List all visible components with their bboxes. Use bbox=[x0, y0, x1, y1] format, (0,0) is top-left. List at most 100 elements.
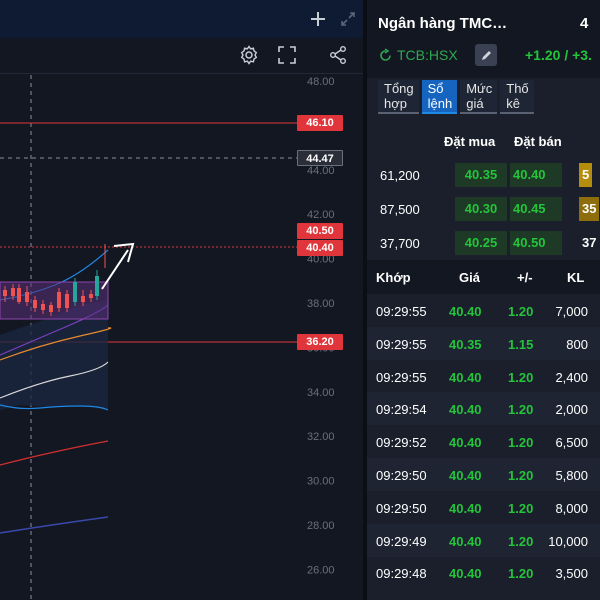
stock-name: Ngân hàng TMC… bbox=[378, 15, 508, 32]
tab-summary[interactable]: Tổng hợp bbox=[378, 80, 419, 114]
match-time: 09:29:48 bbox=[376, 566, 427, 582]
ask-header: Đặt bán bbox=[514, 134, 562, 149]
tab-label: lệnh bbox=[427, 96, 453, 111]
candle bbox=[3, 290, 7, 296]
price-axis-label: 30.00 bbox=[307, 476, 335, 488]
price-header: Giá bbox=[459, 270, 480, 285]
order-book-row[interactable]: 61,200 40.35 40.40 5 bbox=[367, 158, 600, 192]
tab-bar: Tổng hợp Sổ lệnh Mức giá Thố kê bbox=[378, 80, 537, 116]
match-time: 09:29:55 bbox=[376, 304, 427, 319]
matched-order-row[interactable]: 09:29:55 40.40 1.20 7,000 bbox=[367, 294, 600, 327]
price-axis-label: 42.00 bbox=[307, 209, 335, 221]
match-time: 09:29:54 bbox=[376, 402, 427, 418]
tab-statistics[interactable]: Thố kê bbox=[500, 80, 534, 114]
match-volume: 6,500 bbox=[555, 435, 588, 451]
candles bbox=[3, 244, 106, 316]
ma-orange-line bbox=[0, 327, 112, 361]
price-axis-label: 44.00 bbox=[307, 165, 335, 177]
matched-order-row[interactable]: 09:29:50 40.40 1.20 8,000 bbox=[367, 491, 600, 524]
order-book-header: Đặt mua Đặt bán bbox=[367, 128, 600, 154]
price-axis-label: 40.00 bbox=[307, 254, 335, 266]
match-change: 1.15 bbox=[508, 336, 534, 352]
tab-label: Sổ bbox=[427, 81, 444, 96]
match-price: 40.35 bbox=[449, 336, 482, 352]
candle bbox=[73, 282, 77, 302]
candle bbox=[89, 294, 93, 298]
ma-white-line bbox=[0, 361, 109, 399]
plus-icon[interactable] bbox=[305, 6, 331, 32]
match-change: 1.20 bbox=[508, 500, 534, 516]
ticker-symbol: TCB:HSX bbox=[397, 47, 458, 63]
expand-icon[interactable] bbox=[335, 6, 361, 32]
candle bbox=[25, 292, 29, 302]
matched-order-row[interactable]: 09:29:52 40.40 1.20 6,500 bbox=[367, 425, 600, 458]
gear-icon[interactable] bbox=[236, 42, 262, 68]
matched-order-row[interactable]: 09:29:55 40.40 1.20 2,400 bbox=[367, 360, 600, 393]
price-axis-label: 26.00 bbox=[307, 564, 335, 576]
bollinger-lower-band bbox=[0, 404, 109, 411]
match-time: 09:29:55 bbox=[376, 369, 427, 385]
match-time: 09:29:52 bbox=[376, 435, 427, 451]
candle bbox=[17, 288, 21, 302]
price-chart[interactable]: 48.0046.0044.0042.0040.0038.0036.0034.00… bbox=[0, 0, 363, 600]
price-axis-label: 48.00 bbox=[307, 76, 335, 88]
matched-order-row[interactable]: 09:29:55 40.35 1.15 800 bbox=[367, 326, 600, 360]
ticker-link[interactable]: TCB:HSX bbox=[378, 44, 458, 66]
tab-label: giá bbox=[466, 96, 484, 111]
price-axis-label: 38.00 bbox=[307, 298, 335, 310]
match-volume: 8,000 bbox=[555, 500, 588, 516]
price-axis-label: 32.00 bbox=[307, 431, 335, 443]
matched-order-row[interactable]: 09:29:54 40.40 1.20 2,000 bbox=[367, 392, 600, 426]
candle bbox=[11, 288, 15, 296]
bid-volume: 87,500 bbox=[380, 202, 420, 217]
bid-price: 40.25 bbox=[455, 231, 507, 255]
price-change: +1.20 / +3. bbox=[525, 47, 592, 63]
trend-arrow bbox=[101, 242, 135, 290]
stock-header: Ngân hàng TMC… 4 TCB:HSX +1.20 / +3. bbox=[367, 0, 600, 78]
fullscreen-icon[interactable] bbox=[274, 42, 300, 68]
match-time: 09:29:55 bbox=[376, 336, 427, 352]
tab-price-levels[interactable]: Mức giá bbox=[460, 80, 498, 114]
ask-price: 40.40 bbox=[510, 163, 562, 187]
bid-volume: 37,700 bbox=[380, 236, 420, 251]
edit-button[interactable] bbox=[475, 44, 497, 66]
price-axis-label: 28.00 bbox=[307, 520, 335, 532]
bid-volume: 61,200 bbox=[380, 168, 420, 183]
match-volume: 800 bbox=[566, 336, 588, 352]
order-book-row[interactable]: 37,700 40.25 40.50 37 bbox=[367, 226, 600, 260]
change-header: +/- bbox=[517, 270, 533, 285]
tab-order-book[interactable]: Sổ lệnh bbox=[421, 80, 458, 114]
pencil-icon bbox=[481, 50, 491, 60]
match-price: 40.40 bbox=[449, 435, 482, 451]
match-time: 09:29:49 bbox=[376, 533, 427, 549]
panel-divider[interactable] bbox=[363, 0, 367, 600]
tab-label: Tổng bbox=[384, 81, 414, 96]
ma-blue-line bbox=[0, 516, 109, 534]
share-icon[interactable] bbox=[325, 42, 351, 68]
ask-price-tag: 40.50 bbox=[297, 223, 343, 239]
candle bbox=[49, 305, 53, 312]
match-volume: 3,500 bbox=[555, 566, 588, 582]
match-time: 09:29:50 bbox=[376, 468, 427, 483]
ask-volume: 37 bbox=[582, 235, 597, 250]
match-change: 1.20 bbox=[508, 566, 534, 582]
match-change: 1.20 bbox=[508, 533, 534, 549]
candle bbox=[41, 304, 45, 310]
order-book-row[interactable]: 87,500 40.30 40.45 35 bbox=[367, 192, 600, 226]
matched-order-row[interactable]: 09:29:48 40.40 1.20 3,500 bbox=[367, 556, 600, 589]
bollinger-fill bbox=[0, 300, 108, 410]
match-volume: 2,000 bbox=[555, 402, 588, 418]
matched-order-row[interactable]: 09:29:49 40.40 1.20 10,000 bbox=[367, 523, 600, 557]
matched-order-row[interactable]: 09:29:50 40.40 1.20 5,800 bbox=[367, 458, 600, 491]
match-change: 1.20 bbox=[508, 369, 534, 385]
refresh-icon bbox=[380, 47, 391, 61]
candle bbox=[81, 296, 85, 302]
candle bbox=[57, 292, 61, 308]
chart-panel[interactable]: 48.0046.0044.0042.0040.0038.0036.0034.00… bbox=[0, 0, 363, 600]
price-axis-label: 34.00 bbox=[307, 387, 335, 399]
support-price-tag: 36.20 bbox=[297, 334, 343, 350]
ask-volume: 5 bbox=[579, 163, 593, 187]
match-change: 1.20 bbox=[508, 468, 534, 483]
bid-price: 40.35 bbox=[455, 163, 507, 187]
chart-toolbar bbox=[0, 38, 363, 74]
